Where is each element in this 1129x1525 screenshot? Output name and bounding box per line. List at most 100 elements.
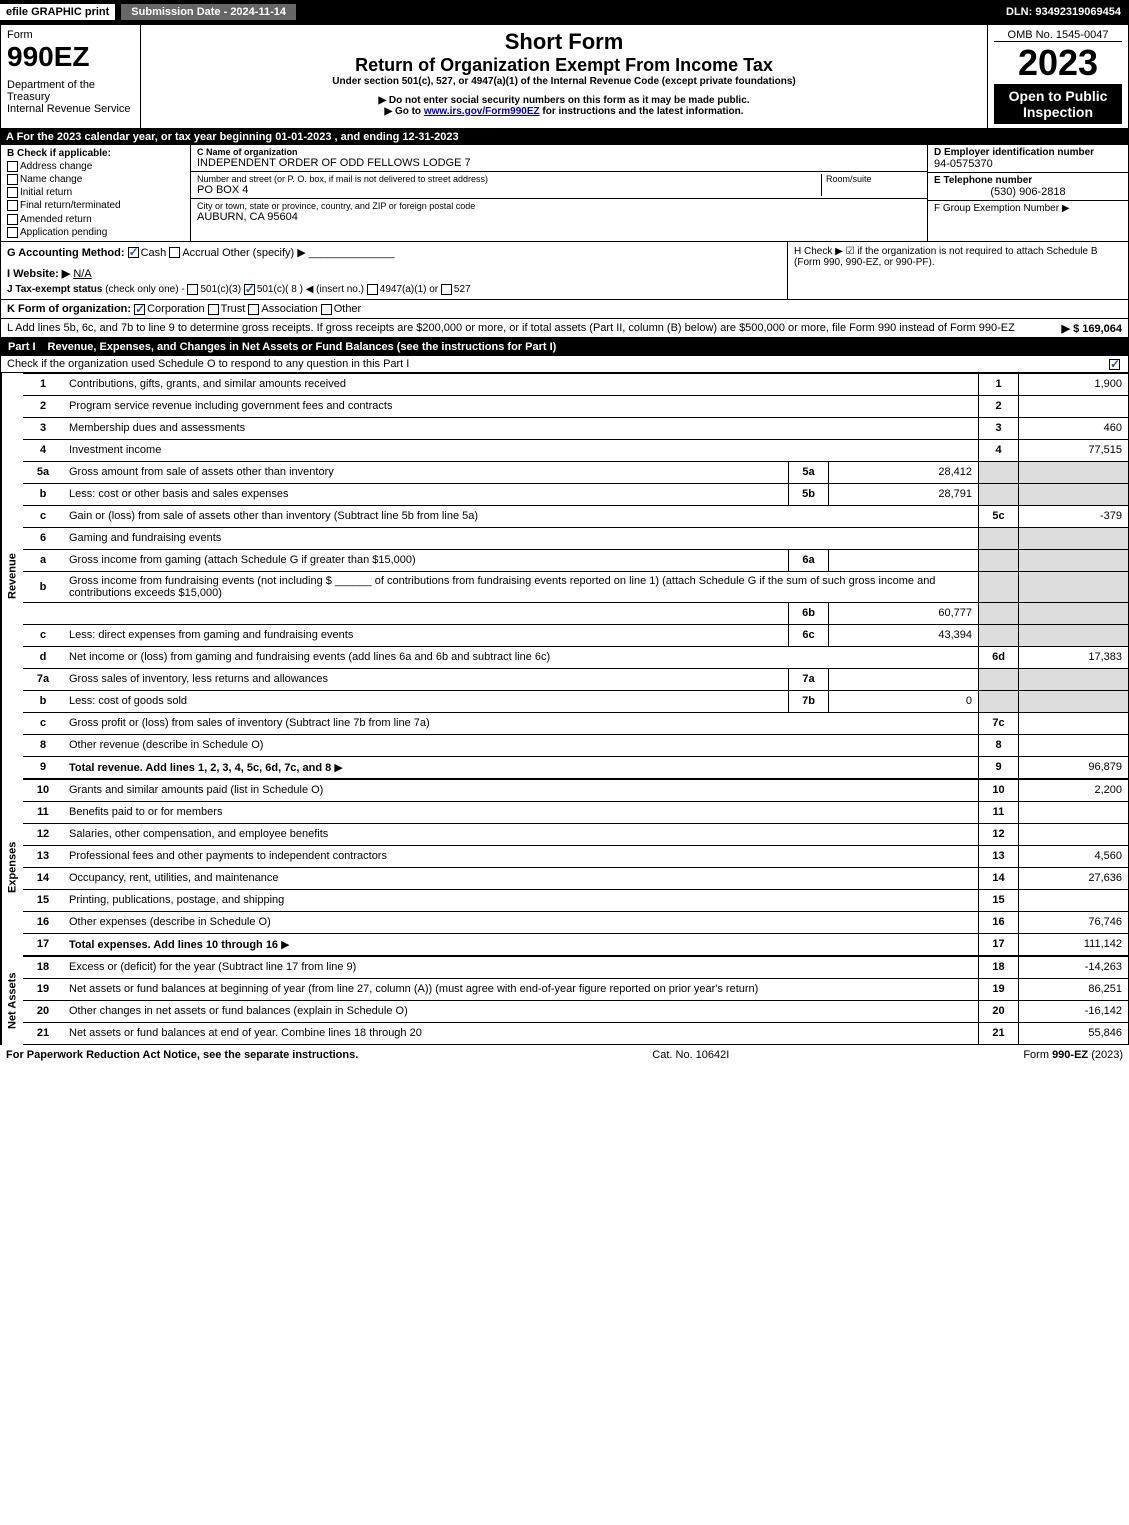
section-b-row: B Check if applicable: Address change Na… — [0, 145, 1129, 242]
line-3: Membership dues and assessments — [69, 422, 245, 434]
chk-amended[interactable]: Amended return — [7, 213, 184, 226]
d-label: D Employer identification number — [934, 147, 1122, 158]
part-title: Revenue, Expenses, and Changes in Net As… — [48, 341, 557, 353]
line-4: Investment income — [69, 444, 161, 456]
line-20: Other changes in net assets or fund bala… — [69, 1005, 408, 1017]
line-11: Benefits paid to or for members — [69, 806, 222, 818]
chk-schedule-o[interactable] — [1109, 359, 1120, 370]
j-row: J Tax-exempt status (check only one) - 5… — [7, 284, 781, 295]
chk-501c[interactable] — [244, 284, 255, 295]
line-6: Gaming and fundraising events — [69, 532, 221, 544]
line-17: Total expenses. Add lines 10 through 16 — [69, 939, 278, 951]
note-ssn: ▶ Do not enter social security numbers o… — [147, 95, 981, 106]
val-5b: 28,791 — [829, 483, 979, 505]
line-15: Printing, publications, postage, and shi… — [69, 894, 284, 906]
ein: 94-0575370 — [934, 158, 1122, 170]
val-20: -16,142 — [1019, 1000, 1129, 1022]
section-b: B Check if applicable: Address change Na… — [1, 145, 191, 241]
val-9: 96,879 — [1019, 756, 1129, 778]
line-12: Salaries, other compensation, and employ… — [69, 828, 328, 840]
part-label: Part I — [8, 341, 48, 353]
line-2: Program service revenue including govern… — [69, 400, 392, 412]
val-12 — [1019, 823, 1129, 845]
page-footer: For Paperwork Reduction Act Notice, see … — [0, 1045, 1129, 1065]
irs-link[interactable]: www.irs.gov/Form990EZ — [424, 106, 540, 117]
l-text: L Add lines 5b, 6c, and 7b to line 9 to … — [7, 322, 1015, 334]
chk-4947[interactable] — [367, 284, 378, 295]
val-16: 76,746 — [1019, 911, 1129, 933]
chk-trust[interactable] — [208, 304, 219, 315]
footer-right: Form 990-EZ (2023) — [1023, 1049, 1123, 1061]
netassets-section: Net Assets 18Excess or (deficit) for the… — [0, 956, 1129, 1045]
header-center: Short Form Return of Organization Exempt… — [141, 25, 988, 128]
line-7b: Less: cost of goods sold — [69, 695, 187, 707]
chk-pending[interactable]: Application pending — [7, 226, 184, 239]
revenue-section: Revenue 1Contributions, gifts, grants, a… — [0, 373, 1129, 779]
line-7c: Gross profit or (loss) from sales of inv… — [69, 717, 430, 729]
line-6d: Net income or (loss) from gaming and fun… — [69, 651, 550, 663]
chk-other[interactable] — [321, 304, 332, 315]
header-left: Form 990EZ Department of the Treasury In… — [1, 25, 141, 128]
line-16: Other expenses (describe in Schedule O) — [69, 916, 271, 928]
expenses-section: Expenses 10Grants and similar amounts pa… — [0, 779, 1129, 956]
omb-number: OMB No. 1545-0047 — [994, 29, 1122, 42]
chk-name[interactable]: Name change — [7, 173, 184, 186]
form-label: Form — [7, 29, 134, 41]
line-9: Total revenue. Add lines 1, 2, 3, 4, 5c,… — [69, 762, 331, 774]
chk-corp[interactable] — [134, 304, 145, 315]
val-19: 86,251 — [1019, 978, 1129, 1000]
subtitle: Return of Organization Exempt From Incom… — [147, 55, 981, 76]
k-label: K Form of organization: — [7, 303, 131, 315]
val-6c: 43,394 — [829, 624, 979, 646]
line-13: Professional fees and other payments to … — [69, 850, 387, 862]
b-label: B Check if applicable: — [7, 147, 184, 160]
i-label: I Website: ▶ — [7, 268, 70, 280]
tax-year: 2023 — [994, 42, 1122, 84]
val-17: 111,142 — [1019, 933, 1129, 955]
val-21: 55,846 — [1019, 1022, 1129, 1044]
form-header: Form 990EZ Department of the Treasury In… — [0, 24, 1129, 129]
street-label: Number and street (or P. O. box, if mail… — [197, 174, 821, 184]
val-4: 77,515 — [1019, 439, 1129, 461]
netassets-table: 18Excess or (deficit) for the year (Subt… — [23, 956, 1129, 1045]
val-5c: -379 — [1019, 505, 1129, 527]
chk-cash[interactable] — [128, 247, 139, 258]
line-5b: Less: cost or other basis and sales expe… — [69, 488, 289, 500]
i-row: I Website: ▶ N/A — [7, 267, 781, 280]
val-7c — [1019, 712, 1129, 734]
line-10: Grants and similar amounts paid (list in… — [69, 784, 323, 796]
chk-527[interactable] — [441, 284, 452, 295]
chk-assoc[interactable] — [248, 304, 259, 315]
form-number: 990EZ — [7, 41, 134, 73]
note-goto: ▶ Go to www.irs.gov/Form990EZ for instru… — [147, 106, 981, 117]
l-amount: ▶ $ 169,064 — [1062, 322, 1122, 335]
room-label: Room/suite — [821, 174, 921, 196]
val-10: 2,200 — [1019, 779, 1129, 801]
line-7a: Gross sales of inventory, less returns a… — [69, 673, 328, 685]
val-8 — [1019, 734, 1129, 756]
line-6b: Gross income from fundraising events (no… — [63, 571, 979, 602]
footer-mid: Cat. No. 10642I — [652, 1049, 729, 1061]
chk-final[interactable]: Final return/terminated — [7, 199, 184, 212]
street: PO BOX 4 — [197, 184, 821, 196]
part-i-check: Check if the organization used Schedule … — [0, 356, 1129, 373]
efile-label: efile GRAPHIC print — [0, 4, 115, 20]
val-11 — [1019, 801, 1129, 823]
chk-accrual[interactable] — [169, 247, 180, 258]
header-right: OMB No. 1545-0047 2023 Open to Public In… — [988, 25, 1128, 128]
val-13: 4,560 — [1019, 845, 1129, 867]
under-section: Under section 501(c), 527, or 4947(a)(1)… — [147, 76, 981, 87]
val-6b: 60,777 — [829, 602, 979, 624]
open-public: Open to Public Inspection — [994, 84, 1122, 124]
phone: (530) 906-2818 — [934, 186, 1122, 198]
chk-initial[interactable]: Initial return — [7, 186, 184, 199]
section-ghi: G Accounting Method: Cash Accrual Other … — [0, 242, 1129, 300]
k-row: K Form of organization: Corporation Trus… — [0, 300, 1129, 319]
chk-address[interactable]: Address change — [7, 160, 184, 173]
f-label: F Group Exemption Number ▶ — [934, 203, 1122, 214]
val-18: -14,263 — [1019, 956, 1129, 978]
line-14: Occupancy, rent, utilities, and maintena… — [69, 872, 279, 884]
val-3: 460 — [1019, 417, 1129, 439]
chk-501c3[interactable] — [187, 284, 198, 295]
section-def: D Employer identification number 94-0575… — [928, 145, 1128, 241]
